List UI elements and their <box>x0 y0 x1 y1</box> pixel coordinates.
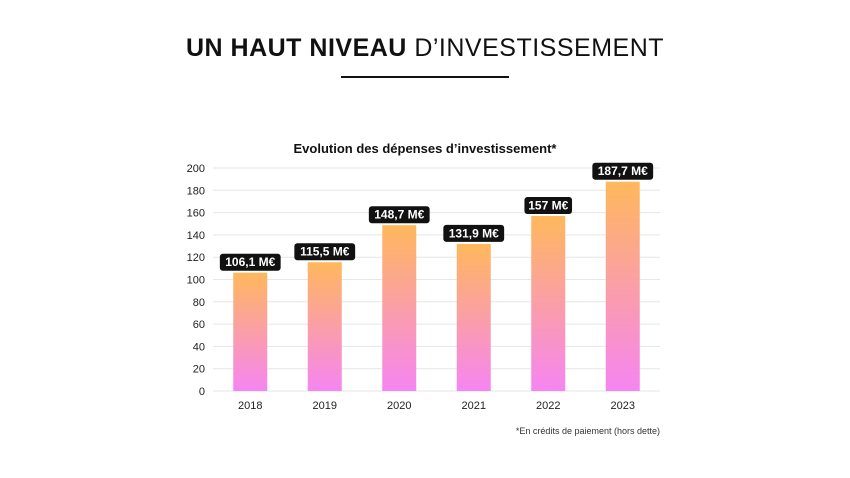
bars: 106,1 M€ 115,5 M€ 148,7 M€ 131,9 M€ 157 M€ 18… <box>219 162 654 391</box>
bar <box>233 272 268 391</box>
data-label-box <box>294 243 356 261</box>
y-tick-label: 40 <box>193 341 205 353</box>
data-label: 106,1 M€ <box>225 255 275 269</box>
bar <box>382 225 417 391</box>
y-tick-label: 120 <box>187 252 205 264</box>
y-tick-label: 180 <box>187 185 205 197</box>
data-label-box <box>368 206 430 224</box>
data-label: 131,9 M€ <box>449 226 499 240</box>
data-label: 148,7 M€ <box>374 208 424 222</box>
x-tick-label: 2020 <box>387 400 411 412</box>
y-tick-label: 80 <box>193 297 205 309</box>
y-axis: 0 20 40 60 80 100 120 140 160 180 200 <box>187 163 205 398</box>
data-label-box <box>524 196 573 214</box>
bar <box>307 262 342 391</box>
x-tick-label: 2022 <box>536 400 560 412</box>
title-divider <box>341 76 509 78</box>
y-tick-label: 200 <box>187 163 205 175</box>
x-tick-label: 2021 <box>462 400 486 412</box>
y-tick-label: 60 <box>193 319 205 331</box>
data-label-box <box>443 224 505 242</box>
page-title: UN HAUT NIVEAU D’INVESTISSEMENT <box>0 34 850 63</box>
data-label: 187,7 M€ <box>598 164 648 178</box>
y-tick-label: 100 <box>187 275 205 287</box>
x-axis: 2018 2019 2020 2021 2022 2023 <box>238 400 635 412</box>
bar <box>531 215 566 391</box>
page-title-light: D’INVESTISSEMENT <box>414 34 665 62</box>
x-tick-label: 2019 <box>313 400 337 412</box>
chart-title: Evolution des dépenses d’investissement* <box>294 141 558 156</box>
y-tick-label: 160 <box>187 208 205 220</box>
y-tick-label: 140 <box>187 230 205 242</box>
data-label-box <box>592 162 654 180</box>
x-tick-label: 2023 <box>611 400 635 412</box>
bar <box>456 243 491 391</box>
data-label-box <box>219 253 281 271</box>
gridlines <box>213 167 660 392</box>
data-label: 115,5 M€ <box>300 245 350 259</box>
x-tick-label: 2018 <box>238 400 262 412</box>
bar <box>605 181 640 391</box>
y-tick-label: 0 <box>199 386 205 398</box>
footnote: *En crédits de paiement (hors dette) <box>516 426 660 436</box>
page-title-bold: UN HAUT NIVEAU <box>185 34 407 62</box>
data-label: 157 M€ <box>528 198 568 212</box>
y-tick-label: 20 <box>193 364 205 376</box>
